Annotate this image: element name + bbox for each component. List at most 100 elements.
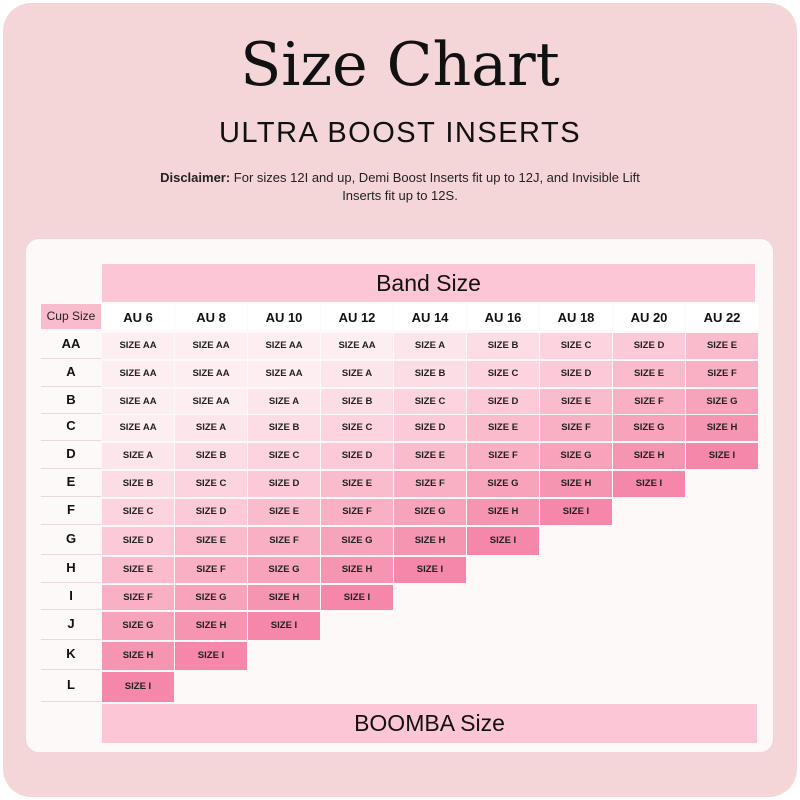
cup-row-header: F <box>41 497 101 525</box>
size-cell: SIZE AA <box>175 333 247 359</box>
size-cell: SIZE A <box>394 333 466 359</box>
column-header: AU 14 <box>394 304 466 330</box>
cup-row-header: H <box>41 555 101 583</box>
size-cell: SIZE F <box>102 585 174 610</box>
size-cell: SIZE G <box>102 612 174 640</box>
size-cell: SIZE H <box>686 415 758 441</box>
size-cell: SIZE F <box>248 527 320 555</box>
size-cell: SIZE AA <box>248 361 320 387</box>
disclaimer-label: Disclaimer: <box>160 170 231 185</box>
size-cell: SIZE AA <box>248 333 320 359</box>
cup-row-header: A <box>41 359 101 387</box>
cup-row-header: K <box>41 640 101 670</box>
size-cell: SIZE C <box>467 361 539 387</box>
size-cell: SIZE I <box>175 642 247 670</box>
cup-row-header: E <box>41 469 101 497</box>
size-cell: SIZE E <box>394 443 466 469</box>
cup-row-header: AA <box>41 331 101 359</box>
subtitle: ULTRA BOOST INSERTS <box>218 117 582 149</box>
size-cell: SIZE I <box>540 499 612 525</box>
size-cell: SIZE H <box>102 642 174 670</box>
size-cell: SIZE E <box>102 557 174 583</box>
disclaimer: Disclaimer: For sizes 12I and up, Demi B… <box>150 169 650 205</box>
size-cell: SIZE E <box>175 527 247 555</box>
size-cell: SIZE C <box>321 415 393 441</box>
cup-row-header: D <box>41 441 101 469</box>
disclaimer-text: For sizes 12I and up, Demi Boost Inserts… <box>230 170 640 203</box>
size-cell: SIZE I <box>321 585 393 610</box>
size-cell: SIZE H <box>175 612 247 640</box>
size-cell: SIZE D <box>102 527 174 555</box>
size-cell: SIZE C <box>248 443 320 469</box>
size-cell: SIZE G <box>175 585 247 610</box>
size-cell: SIZE D <box>321 443 393 469</box>
size-cell: SIZE C <box>175 471 247 497</box>
size-cell: SIZE E <box>686 333 758 359</box>
size-cell: SIZE B <box>394 361 466 387</box>
size-cell: SIZE A <box>102 443 174 469</box>
size-cell: SIZE F <box>467 443 539 469</box>
cup-row-header: J <box>41 610 101 640</box>
size-cell: SIZE I <box>613 471 685 497</box>
size-cell: SIZE D <box>248 471 320 497</box>
page-title: Size Chart <box>240 30 560 100</box>
size-cell: SIZE F <box>613 389 685 414</box>
size-cell: SIZE E <box>540 389 612 414</box>
size-cell: SIZE G <box>467 471 539 497</box>
size-cell: SIZE H <box>467 499 539 525</box>
size-cell: SIZE C <box>540 333 612 359</box>
cup-size-header: Cup Size <box>41 304 101 329</box>
size-cell: SIZE I <box>394 557 466 583</box>
size-cell: SIZE B <box>321 389 393 414</box>
size-cell: SIZE I <box>248 612 320 640</box>
size-cell: SIZE C <box>394 389 466 414</box>
size-cell: SIZE H <box>613 443 685 469</box>
cup-row-header: L <box>41 670 101 702</box>
size-cell: SIZE AA <box>102 333 174 359</box>
size-cell: SIZE AA <box>102 415 174 441</box>
column-header: AU 6 <box>102 304 174 330</box>
size-cell: SIZE AA <box>175 361 247 387</box>
size-cell: SIZE D <box>175 499 247 525</box>
size-cell: SIZE H <box>248 585 320 610</box>
cup-row-header: C <box>41 413 101 441</box>
column-header: AU 8 <box>175 304 247 330</box>
column-header: AU 10 <box>248 304 320 330</box>
size-cell: SIZE G <box>613 415 685 441</box>
size-cell: SIZE B <box>175 443 247 469</box>
size-cell: SIZE E <box>248 499 320 525</box>
size-cell: SIZE AA <box>102 361 174 387</box>
size-cell: SIZE AA <box>175 389 247 414</box>
size-cell: SIZE E <box>613 361 685 387</box>
size-cell: SIZE H <box>394 527 466 555</box>
size-cell: SIZE A <box>248 389 320 414</box>
size-cell: SIZE I <box>467 527 539 555</box>
cup-row-header: B <box>41 387 101 414</box>
size-cell: SIZE I <box>102 672 174 702</box>
cup-row-header: G <box>41 525 101 555</box>
size-cell: SIZE F <box>540 415 612 441</box>
size-cell: SIZE E <box>321 471 393 497</box>
size-cell: SIZE E <box>467 415 539 441</box>
size-cell: SIZE F <box>321 499 393 525</box>
column-header: AU 22 <box>686 304 758 330</box>
size-cell: SIZE G <box>686 389 758 414</box>
column-header: AU 12 <box>321 304 393 330</box>
boomba-size-footer: BOOMBA Size <box>102 704 757 743</box>
size-cell: SIZE AA <box>102 389 174 414</box>
size-cell: SIZE D <box>394 415 466 441</box>
size-cell: SIZE F <box>686 361 758 387</box>
size-cell: SIZE G <box>540 443 612 469</box>
cup-row-header: I <box>41 583 101 610</box>
size-cell: SIZE F <box>175 557 247 583</box>
size-cell: SIZE A <box>175 415 247 441</box>
size-cell: SIZE G <box>321 527 393 555</box>
size-cell: SIZE H <box>321 557 393 583</box>
size-cell: SIZE D <box>540 361 612 387</box>
size-cell: SIZE B <box>102 471 174 497</box>
size-cell: SIZE G <box>394 499 466 525</box>
size-cell: SIZE F <box>394 471 466 497</box>
size-cell: SIZE C <box>102 499 174 525</box>
size-cell: SIZE H <box>540 471 612 497</box>
size-cell: SIZE G <box>248 557 320 583</box>
